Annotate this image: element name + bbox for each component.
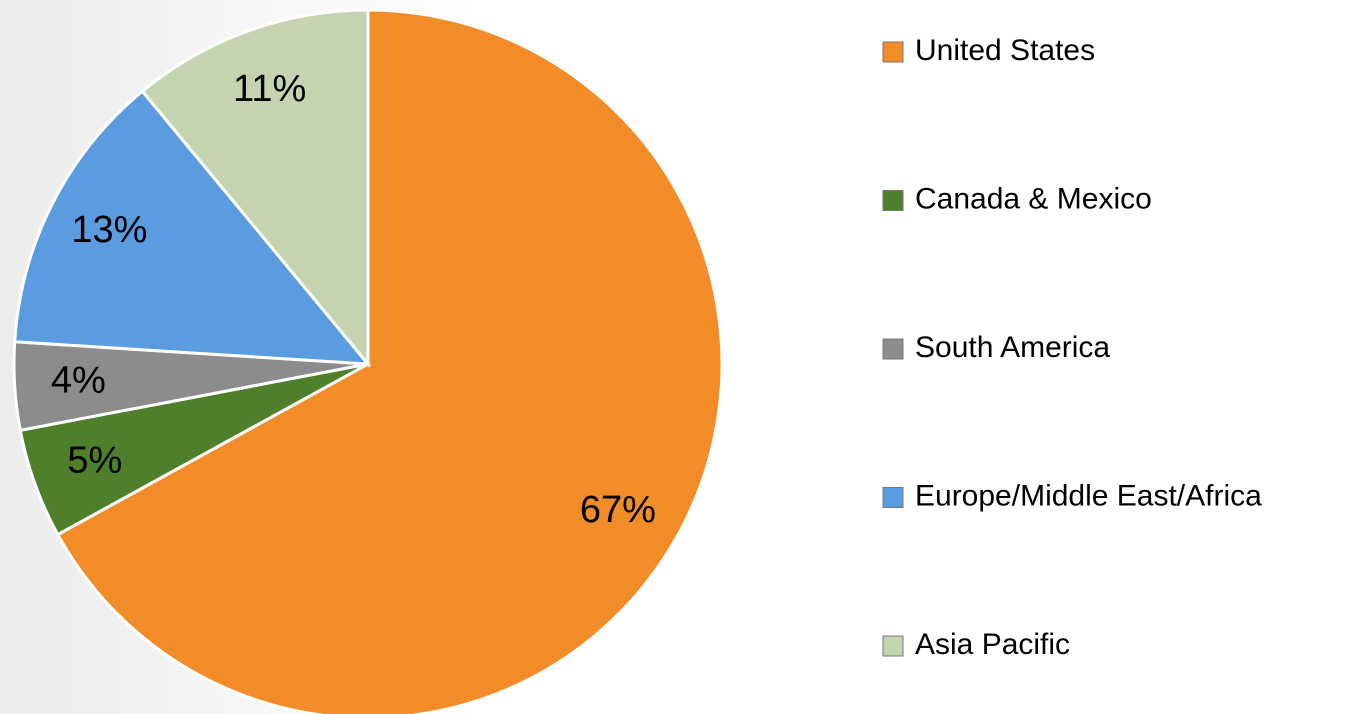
pie-slice (140, 8, 370, 369)
legend-swatch (882, 190, 904, 211)
pie-slice (55, 8, 724, 714)
data-label: 11% (233, 68, 306, 110)
pie: 67% 5% 4% 13% 11% (12, 8, 724, 714)
legend-label: South America (915, 331, 1110, 364)
legend-swatch (882, 41, 904, 63)
legend-swatch (882, 338, 904, 360)
legend-label: Canada & Mexico (915, 182, 1152, 215)
legend-label: United States (915, 34, 1095, 67)
legend-label: Asia Pacific (915, 628, 1070, 661)
legend: United States Canada & Mexico South Americ… (882, 34, 1262, 661)
legend-swatch (882, 635, 904, 657)
data-label: 13% (71, 209, 147, 251)
data-label: 5% (67, 439, 122, 481)
legend-swatch (882, 487, 904, 508)
pie-slice (13, 89, 372, 366)
data-label: 4% (51, 359, 106, 401)
data-label: 67% (580, 489, 656, 531)
legend-label: Europe/Middle East/Africa (915, 479, 1262, 512)
